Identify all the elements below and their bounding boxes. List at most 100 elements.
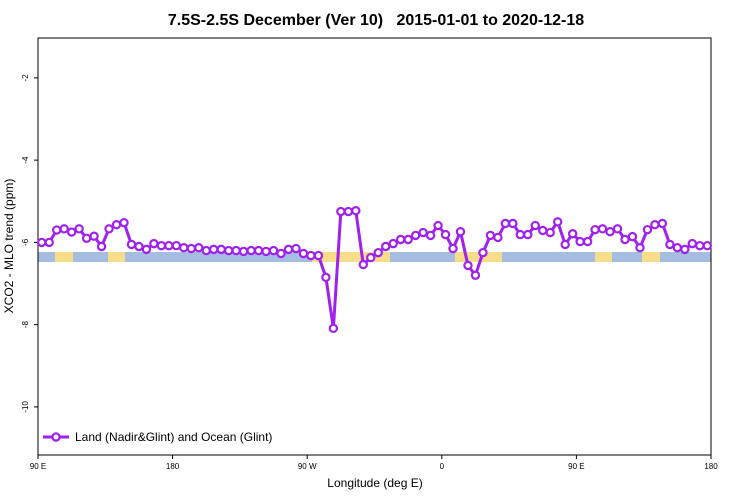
point (590, 224, 600, 235)
point (410, 230, 421, 241)
point (418, 227, 428, 238)
point (343, 206, 354, 217)
chart-title: 7.5S-2.5S December (Ver 10) 2015-01-01 t… (168, 12, 584, 29)
point (553, 217, 563, 227)
x-tick-label: 90 E (568, 462, 584, 471)
land-strip (312, 252, 390, 262)
point (508, 218, 518, 229)
point (448, 243, 458, 254)
point (321, 272, 331, 283)
land-strip (642, 252, 660, 262)
point (515, 229, 526, 240)
legend-marker (51, 432, 61, 442)
point (231, 245, 241, 256)
y-tick-label: -6 (21, 238, 30, 246)
point (298, 248, 309, 259)
point (149, 238, 159, 249)
point (291, 243, 301, 254)
point (96, 241, 107, 252)
point (500, 218, 511, 229)
point (493, 232, 503, 243)
point (44, 237, 54, 248)
point (59, 224, 69, 234)
point (119, 217, 129, 228)
point (283, 244, 294, 255)
point (66, 227, 77, 237)
point (381, 241, 391, 252)
point (530, 220, 540, 231)
point (186, 243, 196, 254)
point (366, 252, 376, 263)
point (642, 224, 653, 235)
point (463, 260, 473, 271)
point (672, 243, 683, 253)
y-tick-label: -2 (21, 74, 30, 82)
point (627, 231, 638, 242)
point (470, 270, 481, 280)
point (567, 229, 578, 239)
point (695, 240, 705, 251)
point (261, 246, 271, 257)
point (238, 246, 249, 257)
point (179, 243, 189, 253)
point (433, 220, 443, 231)
point (253, 245, 264, 256)
land-strip (455, 252, 502, 262)
point (373, 247, 383, 258)
point (612, 224, 623, 234)
point (702, 240, 712, 251)
point (336, 206, 346, 217)
y-tick-label: -4 (21, 156, 30, 164)
point (657, 218, 668, 229)
point (440, 229, 451, 240)
point (635, 243, 645, 253)
point (223, 245, 234, 256)
x-tick-label: 0 (440, 462, 445, 471)
x-tick-label: 180 (704, 462, 718, 471)
point (395, 234, 406, 245)
x-axis-label: Longitude (deg E) (327, 476, 422, 490)
point (156, 240, 167, 251)
point (37, 237, 47, 248)
point (545, 227, 555, 238)
x-tick-label: 90 W (298, 462, 317, 471)
point (680, 244, 690, 255)
point (687, 238, 698, 249)
point (104, 224, 114, 234)
point (126, 239, 137, 250)
x-tick-label: 90 E (30, 462, 46, 471)
point (665, 239, 675, 250)
point (358, 259, 368, 270)
point (403, 234, 413, 245)
point (582, 236, 593, 247)
point (425, 230, 436, 241)
y-tick-label: -8 (21, 321, 30, 329)
point (51, 225, 62, 235)
point (538, 225, 548, 236)
point (194, 243, 204, 253)
point (485, 230, 496, 241)
point (111, 220, 122, 230)
point (276, 248, 286, 259)
point (164, 240, 174, 251)
point (650, 220, 660, 230)
point (575, 236, 585, 247)
point (560, 239, 570, 250)
point (388, 238, 398, 249)
point (81, 233, 92, 243)
point (455, 226, 466, 237)
point (523, 229, 533, 240)
y-axis-label: XCO2 - MLO trend (ppm) (2, 179, 16, 314)
point (328, 323, 339, 334)
point (351, 206, 361, 216)
point (216, 244, 226, 255)
point (171, 240, 182, 251)
point (209, 244, 219, 255)
x-tick-label: 180 (166, 462, 180, 471)
point (313, 250, 324, 261)
land-strip (595, 252, 612, 262)
point (605, 226, 615, 237)
point (134, 241, 144, 252)
point (597, 224, 608, 234)
